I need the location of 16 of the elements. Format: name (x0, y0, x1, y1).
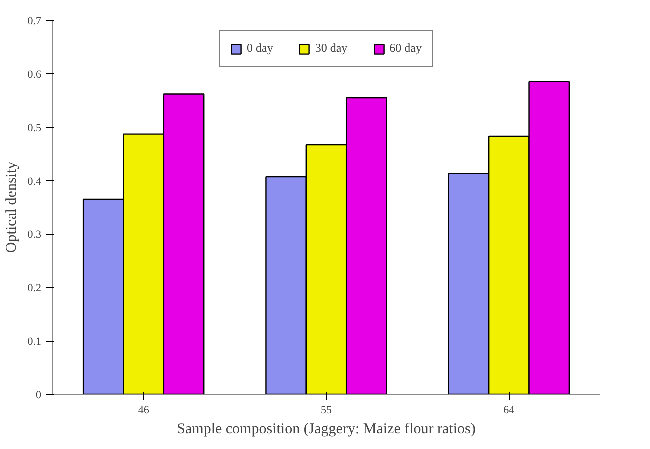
y-tick-label: 0.6 (28, 68, 42, 81)
legend-label: 0 day (247, 41, 274, 56)
x-axis-title: Sample composition (Jaggery: Maize flour ratios) (177, 422, 476, 438)
y-tick-label: 0.4 (28, 176, 42, 188)
legend-label: 60 day (390, 41, 422, 56)
y-tick-label: 0.7 (28, 16, 42, 28)
x-tick-label: 64 (504, 404, 516, 416)
y-tick-label: 0.1 (28, 336, 42, 348)
legend-label: 30 day (315, 41, 348, 56)
x-tick-label: 55 (321, 404, 332, 416)
x-tick-label: 46 (138, 404, 150, 416)
y-tick-label: 0.2 (28, 282, 42, 295)
y-tick-label: 0 (36, 390, 42, 402)
y-axis-title: Optical density (4, 161, 20, 254)
y-tick-label: 0.5 (28, 122, 42, 134)
y-tick-label: 0.3 (28, 229, 42, 242)
